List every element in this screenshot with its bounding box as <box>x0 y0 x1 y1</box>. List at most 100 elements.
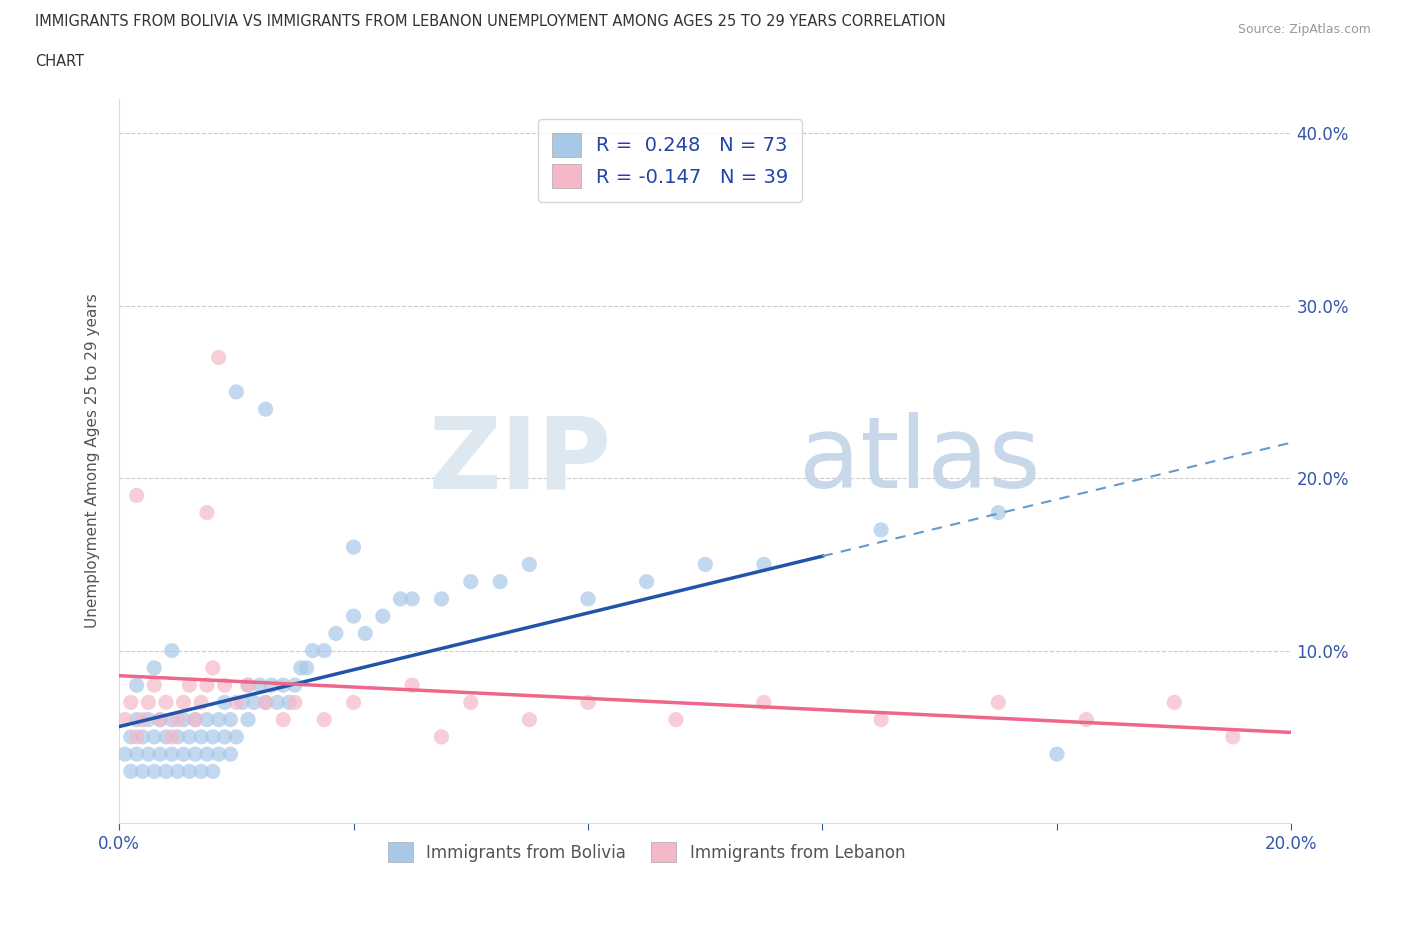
Point <box>195 505 218 520</box>
Point <box>138 712 160 727</box>
Point <box>284 678 307 693</box>
Point <box>260 678 283 693</box>
Point <box>125 678 148 693</box>
Point <box>371 609 394 624</box>
Point <box>190 695 212 710</box>
Point <box>114 712 136 727</box>
Point <box>236 678 259 693</box>
Point <box>1046 747 1069 762</box>
Point <box>987 695 1010 710</box>
Point <box>138 747 160 762</box>
Point <box>342 539 364 554</box>
Point <box>389 591 412 606</box>
Point <box>166 712 188 727</box>
Point <box>271 678 294 693</box>
Point <box>460 574 482 589</box>
Point <box>160 729 183 744</box>
Point <box>489 574 512 589</box>
Point <box>125 729 148 744</box>
Point <box>125 488 148 503</box>
Legend: Immigrants from Bolivia, Immigrants from Lebanon: Immigrants from Bolivia, Immigrants from… <box>381 835 912 870</box>
Point <box>1222 729 1244 744</box>
Point <box>576 591 599 606</box>
Point <box>149 747 172 762</box>
Point <box>120 729 142 744</box>
Point <box>401 678 423 693</box>
Point <box>325 626 347 641</box>
Point <box>184 712 207 727</box>
Text: atlas: atlas <box>799 412 1040 510</box>
Point <box>114 747 136 762</box>
Point <box>1163 695 1185 710</box>
Text: CHART: CHART <box>35 54 84 69</box>
Point <box>155 764 177 778</box>
Point <box>342 695 364 710</box>
Point <box>354 626 377 641</box>
Point <box>254 402 277 417</box>
Point <box>225 695 247 710</box>
Point <box>214 729 236 744</box>
Y-axis label: Unemployment Among Ages 25 to 29 years: Unemployment Among Ages 25 to 29 years <box>86 294 100 629</box>
Point <box>131 729 153 744</box>
Text: Source: ZipAtlas.com: Source: ZipAtlas.com <box>1237 23 1371 36</box>
Point <box>201 764 224 778</box>
Point <box>149 712 172 727</box>
Point <box>131 712 153 727</box>
Point <box>752 695 775 710</box>
Point <box>987 505 1010 520</box>
Point <box>208 712 231 727</box>
Point <box>430 591 453 606</box>
Point <box>125 712 148 727</box>
Point <box>160 747 183 762</box>
Point <box>143 729 166 744</box>
Point <box>195 678 218 693</box>
Point <box>120 764 142 778</box>
Point <box>179 729 201 744</box>
Point <box>254 695 277 710</box>
Point <box>208 747 231 762</box>
Text: ZIP: ZIP <box>429 412 612 510</box>
Point <box>173 747 195 762</box>
Point <box>160 644 183 658</box>
Point <box>120 695 142 710</box>
Text: IMMIGRANTS FROM BOLIVIA VS IMMIGRANTS FROM LEBANON UNEMPLOYMENT AMONG AGES 25 TO: IMMIGRANTS FROM BOLIVIA VS IMMIGRANTS FR… <box>35 14 946 29</box>
Point <box>184 712 207 727</box>
Point <box>236 678 259 693</box>
Point <box>519 712 541 727</box>
Point <box>166 729 188 744</box>
Point <box>278 695 301 710</box>
Point <box>195 747 218 762</box>
Point <box>695 557 717 572</box>
Point <box>295 660 318 675</box>
Point <box>190 764 212 778</box>
Point <box>208 350 231 365</box>
Point <box>636 574 658 589</box>
Point <box>131 764 153 778</box>
Point <box>225 384 247 399</box>
Point <box>155 729 177 744</box>
Point <box>342 609 364 624</box>
Point <box>243 695 266 710</box>
Point <box>190 729 212 744</box>
Point <box>201 729 224 744</box>
Point <box>271 712 294 727</box>
Point <box>231 695 253 710</box>
Point <box>752 557 775 572</box>
Point <box>173 695 195 710</box>
Point <box>201 660 224 675</box>
Point <box>249 678 271 693</box>
Point <box>214 678 236 693</box>
Point <box>195 712 218 727</box>
Point <box>155 695 177 710</box>
Point <box>143 764 166 778</box>
Point <box>870 523 893 538</box>
Point <box>576 695 599 710</box>
Point <box>179 678 201 693</box>
Point <box>143 660 166 675</box>
Point <box>225 729 247 744</box>
Point <box>173 712 195 727</box>
Point <box>460 695 482 710</box>
Point <box>314 644 336 658</box>
Point <box>179 764 201 778</box>
Point <box>290 660 312 675</box>
